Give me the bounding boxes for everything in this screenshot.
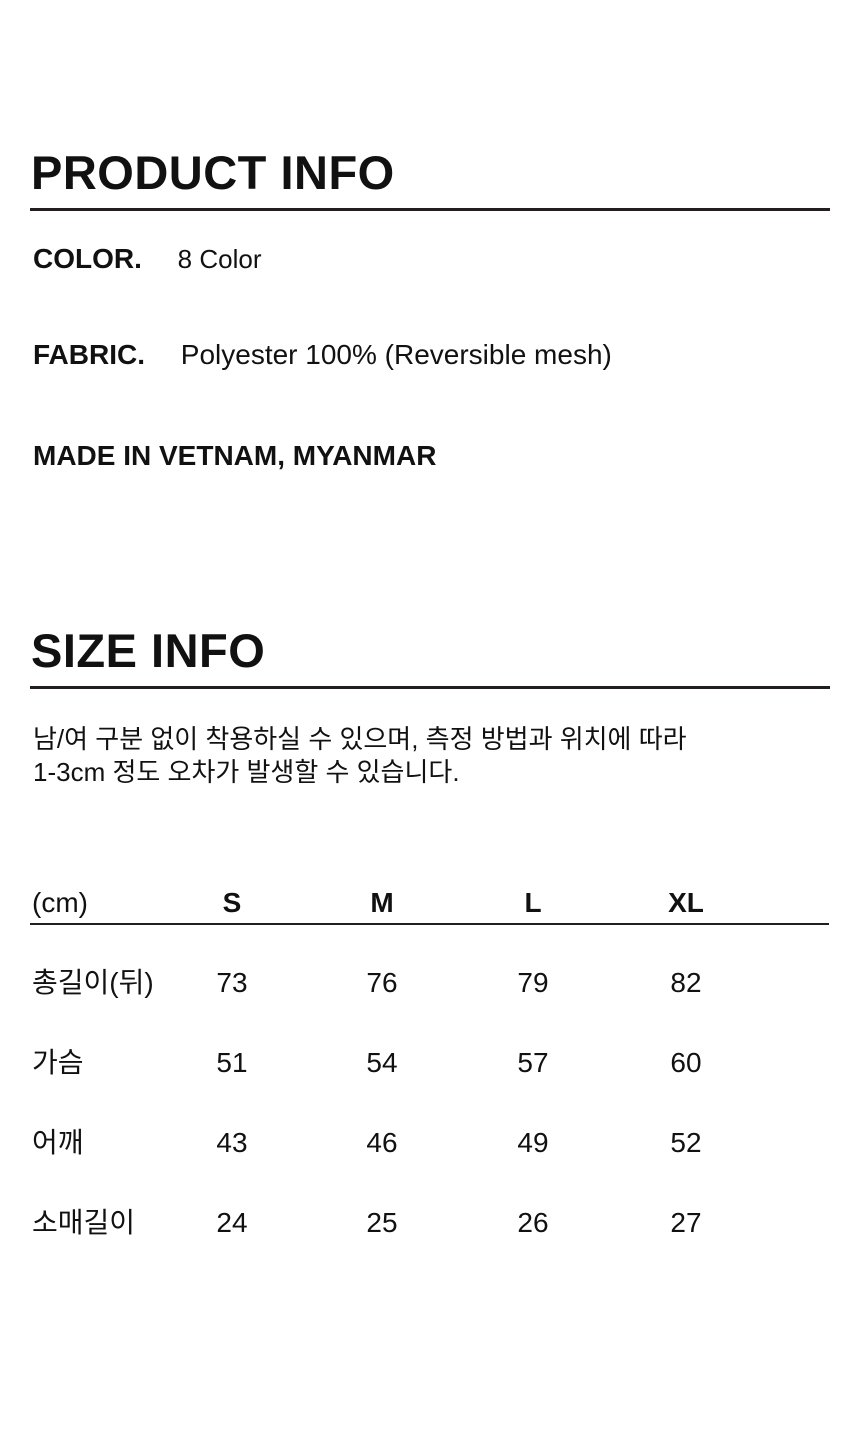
fabric-label: FABRIC. [33, 339, 145, 370]
size-header: M [370, 887, 394, 918]
divider [30, 686, 830, 689]
table-divider [30, 923, 829, 925]
measurement-value: 25 [366, 1207, 398, 1238]
size-notice: 남/여 구분 없이 착용하실 수 있으며, 측정 방법과 위치에 따라 1-3c… [33, 723, 687, 789]
measurement-value: 60 [670, 1047, 702, 1078]
measurement-label: 총길이(뒤) [32, 967, 154, 998]
measurement-value: 46 [366, 1127, 398, 1158]
measurement-value: 27 [670, 1207, 702, 1238]
fabric-value: Polyester 100% (Reversible mesh) [180, 339, 612, 370]
unit-label: (cm) [32, 887, 88, 918]
measurement-value: 49 [517, 1127, 549, 1158]
measurement-value: 57 [517, 1047, 549, 1078]
measurement-label: 어깨 [32, 1127, 84, 1158]
measurement-value: 26 [517, 1207, 549, 1238]
measurement-value: 51 [216, 1047, 248, 1078]
measurement-value: 76 [366, 967, 398, 998]
size-header: S [222, 887, 242, 918]
size-info-title: SIZE INFO [31, 624, 266, 677]
divider [30, 208, 830, 211]
measurement-value: 54 [366, 1047, 398, 1078]
measurement-value: 24 [216, 1207, 248, 1238]
color-value: 8 Color [177, 244, 262, 274]
measurement-value: 43 [216, 1127, 248, 1158]
notice-line: 남/여 구분 없이 착용하실 수 있으며, 측정 방법과 위치에 따라 [33, 724, 687, 754]
color-row: COLOR. 8 Color [33, 245, 262, 273]
measurement-value: 52 [670, 1127, 702, 1158]
notice-line: 1-3cm 정도 오차가 발생할 수 있습니다. [33, 757, 460, 787]
measurement-value: 73 [216, 967, 248, 998]
size-header: L [524, 887, 542, 918]
product-info-title: PRODUCT INFO [31, 146, 395, 199]
fabric-row: FABRIC. Polyester 100% (Reversible mesh) [33, 341, 612, 369]
measurement-value: 79 [517, 967, 549, 998]
origin-text: MADE IN VETNAM, MYANMAR [33, 440, 437, 471]
size-header: XL [668, 887, 704, 918]
measurement-value: 82 [670, 967, 702, 998]
measurement-label: 가슴 [32, 1047, 84, 1078]
measurement-label: 소매길이 [32, 1207, 136, 1238]
color-label: COLOR. [33, 243, 142, 274]
